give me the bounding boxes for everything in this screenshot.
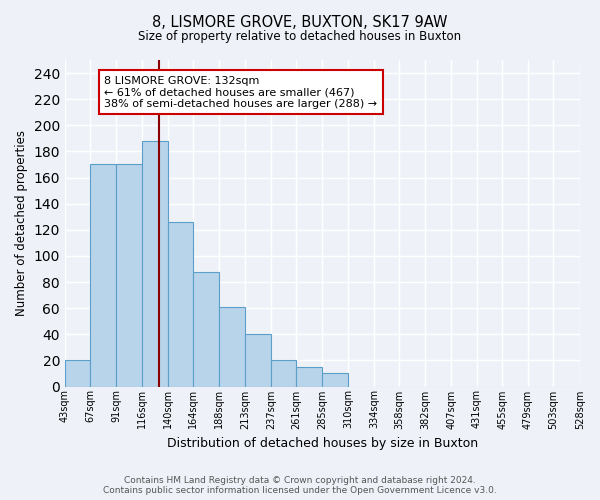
Text: 8, LISMORE GROVE, BUXTON, SK17 9AW: 8, LISMORE GROVE, BUXTON, SK17 9AW (152, 15, 448, 30)
Text: Size of property relative to detached houses in Buxton: Size of property relative to detached ho… (139, 30, 461, 43)
Bar (65, 360, 91, 386)
Bar (91, 164, 116, 386)
Bar (296, 367, 322, 386)
Text: Contains HM Land Registry data © Crown copyright and database right 2024.
Contai: Contains HM Land Registry data © Crown c… (103, 476, 497, 495)
Bar (219, 307, 245, 386)
X-axis label: Distribution of detached houses by size in Buxton: Distribution of detached houses by size … (167, 437, 478, 450)
Bar (116, 164, 142, 386)
Bar (142, 141, 168, 386)
Bar (322, 374, 349, 386)
Bar (271, 360, 296, 386)
Bar (245, 334, 271, 386)
Bar (168, 222, 193, 386)
Text: 8 LISMORE GROVE: 132sqm
← 61% of detached houses are smaller (467)
38% of semi-d: 8 LISMORE GROVE: 132sqm ← 61% of detache… (104, 76, 377, 109)
Bar (193, 272, 219, 386)
Y-axis label: Number of detached properties: Number of detached properties (15, 130, 28, 316)
